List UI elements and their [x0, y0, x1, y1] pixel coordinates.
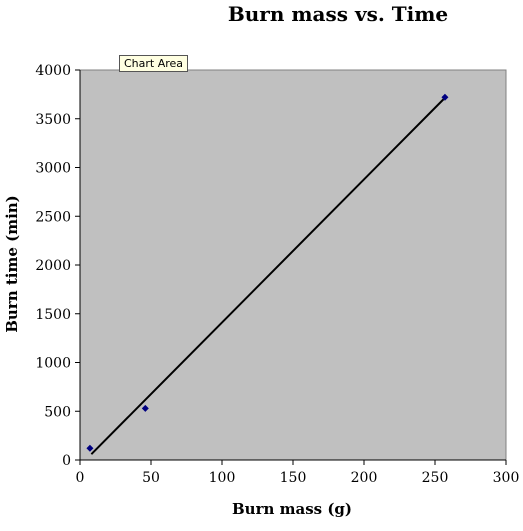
x-axis-label: Burn mass (g) — [232, 500, 352, 518]
y-tick-label: 3500 — [35, 112, 71, 128]
x-tick-label: 0 — [76, 470, 85, 486]
y-tick-label: 4000 — [35, 63, 71, 79]
y-tick-label: 2500 — [35, 209, 71, 225]
data-point[interactable] — [141, 404, 149, 412]
x-tick-label: 300 — [493, 470, 520, 486]
chart-title: Burn mass vs. Time — [228, 2, 448, 26]
y-tick-label: 1500 — [35, 307, 71, 323]
y-tick-label: 2000 — [35, 258, 71, 274]
data-point[interactable] — [86, 444, 94, 452]
x-tick-label: 100 — [209, 470, 236, 486]
y-tick-label: 1000 — [35, 356, 71, 372]
x-tick-label: 150 — [280, 470, 307, 486]
data-points — [86, 93, 449, 452]
data-point[interactable] — [441, 93, 449, 101]
x-tick-label: 50 — [142, 470, 160, 486]
trendline[interactable] — [90, 98, 445, 455]
x-tick-label: 200 — [351, 470, 378, 486]
x-axis-ticks: 0 50 100 150 200 250 300 — [76, 459, 520, 486]
y-tick-label: 0 — [62, 453, 71, 469]
y-axis-ticks: 0 500 1000 1500 2000 2500 3000 3500 4000 — [35, 63, 81, 469]
chart-area-tooltip: Chart Area — [119, 55, 189, 72]
y-tick-label: 3000 — [35, 161, 71, 177]
x-tick-label: 250 — [422, 470, 449, 486]
y-axis-label: Burn time (min) — [3, 195, 21, 333]
y-tick-label: 500 — [44, 404, 71, 420]
